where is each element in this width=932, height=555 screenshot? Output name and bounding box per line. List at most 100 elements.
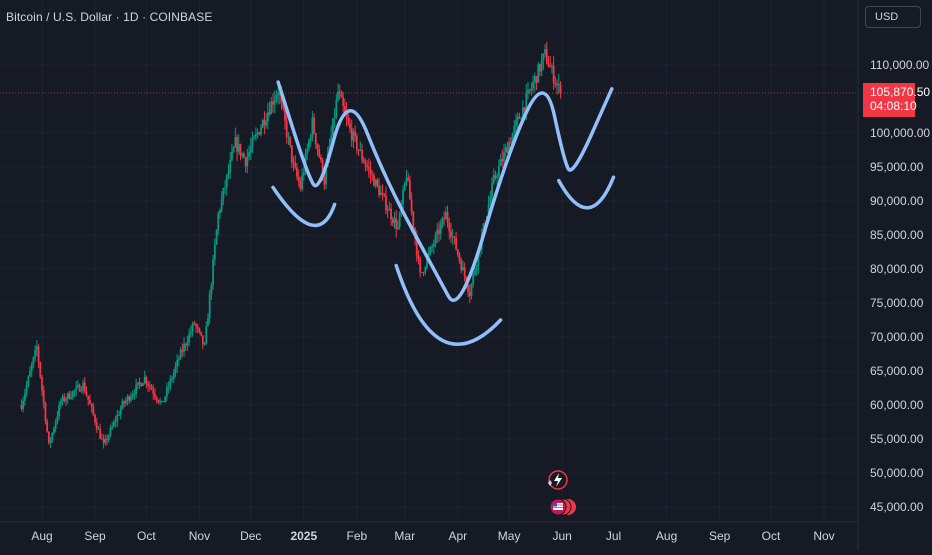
- candle[interactable]: [243, 151, 245, 159]
- candle[interactable]: [403, 181, 406, 192]
- candle[interactable]: [254, 127, 257, 142]
- candle[interactable]: [136, 382, 139, 390]
- candle[interactable]: [210, 282, 213, 300]
- candle[interactable]: [455, 231, 458, 251]
- candle[interactable]: [446, 205, 449, 228]
- candle[interactable]: [451, 228, 454, 245]
- candle[interactable]: [201, 335, 204, 350]
- candle[interactable]: [68, 390, 71, 400]
- candle[interactable]: [313, 113, 315, 135]
- candle[interactable]: [261, 118, 264, 129]
- candle[interactable]: [92, 402, 95, 417]
- candle[interactable]: [224, 179, 226, 195]
- candle[interactable]: [501, 149, 504, 168]
- candle[interactable]: [148, 381, 151, 392]
- candle[interactable]: [342, 91, 345, 113]
- candle[interactable]: [198, 327, 201, 334]
- event-markers[interactable]: [548, 470, 576, 516]
- candle[interactable]: [540, 53, 543, 77]
- candle[interactable]: [95, 418, 98, 433]
- candle[interactable]: [265, 112, 268, 129]
- candle[interactable]: [424, 265, 427, 276]
- candle[interactable]: [42, 385, 45, 409]
- candle[interactable]: [340, 90, 343, 98]
- candle[interactable]: [381, 184, 384, 201]
- candle[interactable]: [34, 344, 37, 362]
- candle[interactable]: [350, 119, 353, 148]
- candle[interactable]: [557, 73, 560, 94]
- candle[interactable]: [503, 143, 505, 166]
- candle[interactable]: [391, 216, 394, 227]
- candle[interactable]: [213, 238, 216, 266]
- candle[interactable]: [107, 434, 110, 443]
- candle[interactable]: [390, 203, 392, 226]
- candle[interactable]: [441, 216, 444, 229]
- price-axis[interactable]: 110,000.00 100,000.00 95,000.00 90,000.00 85…: [870, 58, 930, 514]
- candle[interactable]: [220, 191, 223, 213]
- candle[interactable]: [102, 434, 105, 449]
- candle[interactable]: [234, 127, 237, 148]
- candle[interactable]: [420, 272, 423, 274]
- candle[interactable]: [472, 272, 475, 288]
- candle[interactable]: [268, 101, 271, 117]
- candle[interactable]: [193, 320, 196, 326]
- candle[interactable]: [362, 156, 365, 164]
- candle[interactable]: [90, 402, 93, 413]
- candle[interactable]: [94, 413, 96, 426]
- candle[interactable]: [80, 386, 83, 393]
- candle[interactable]: [118, 410, 120, 416]
- candle[interactable]: [444, 206, 447, 220]
- candle[interactable]: [147, 380, 149, 392]
- candle[interactable]: [355, 133, 358, 155]
- candle[interactable]: [554, 76, 557, 88]
- candle[interactable]: [527, 81, 529, 100]
- candle[interactable]: [273, 90, 276, 114]
- candle[interactable]: [225, 174, 228, 196]
- candle[interactable]: [545, 41, 548, 65]
- candle[interactable]: [297, 169, 300, 187]
- candle[interactable]: [159, 397, 161, 406]
- candle[interactable]: [188, 328, 191, 347]
- candle[interactable]: [494, 170, 497, 181]
- candle[interactable]: [246, 148, 249, 174]
- candle[interactable]: [448, 217, 451, 240]
- candle[interactable]: [296, 163, 298, 181]
- candle[interactable]: [559, 81, 562, 99]
- candle[interactable]: [41, 374, 43, 397]
- candle[interactable]: [533, 72, 536, 92]
- candle[interactable]: [231, 143, 233, 162]
- candle[interactable]: [460, 257, 463, 274]
- candle[interactable]: [335, 94, 338, 120]
- candle[interactable]: [535, 75, 538, 90]
- candle[interactable]: [349, 117, 351, 133]
- candle[interactable]: [306, 143, 309, 161]
- candle[interactable]: [311, 110, 314, 142]
- candle[interactable]: [263, 111, 266, 135]
- candle[interactable]: [121, 398, 124, 410]
- candle[interactable]: [357, 149, 360, 157]
- candle[interactable]: [518, 112, 521, 119]
- candle[interactable]: [177, 355, 180, 367]
- candle[interactable]: [352, 128, 355, 148]
- candle[interactable]: [133, 389, 136, 400]
- candle[interactable]: [87, 395, 90, 406]
- candle[interactable]: [453, 235, 456, 245]
- candle[interactable]: [183, 337, 185, 358]
- candle[interactable]: [547, 56, 550, 68]
- candle[interactable]: [49, 436, 52, 448]
- candle[interactable]: [25, 380, 28, 398]
- candle[interactable]: [171, 375, 173, 383]
- candle[interactable]: [402, 185, 404, 210]
- candle[interactable]: [422, 271, 425, 277]
- candle[interactable]: [75, 380, 78, 396]
- candle[interactable]: [532, 75, 535, 94]
- candle[interactable]: [212, 254, 215, 290]
- candle[interactable]: [551, 63, 553, 74]
- candle[interactable]: [333, 108, 336, 128]
- candle[interactable]: [35, 340, 38, 357]
- candle[interactable]: [491, 177, 493, 204]
- candle[interactable]: [506, 141, 509, 154]
- currency-button[interactable]: USD: [865, 6, 921, 28]
- candle[interactable]: [32, 356, 35, 369]
- candle[interactable]: [130, 392, 132, 403]
